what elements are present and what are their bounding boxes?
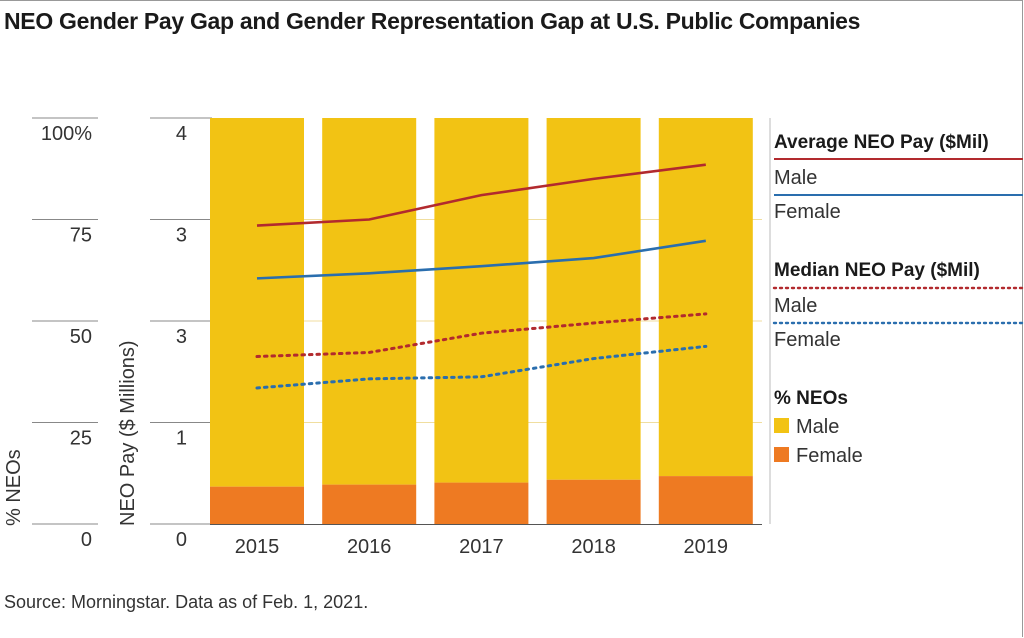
legend-header-pct: % NEOs [774, 388, 848, 409]
x-tick-label: 2018 [571, 536, 616, 558]
legend-label-median-female: Female [774, 329, 841, 351]
line-layer [255, 163, 708, 390]
bar-male-2018 [546, 118, 641, 480]
pay-tick-label: 4 [176, 123, 187, 145]
pay-tick-label: 0 [176, 529, 187, 551]
legend-layer: Average NEO Pay ($Mil) Male Female Median N… [772, 132, 1024, 467]
line-average-neo-pay-female [256, 239, 706, 280]
pay-axis-label: NEO Pay ($ Millions) [117, 340, 139, 526]
pct-tick-label: 75 [70, 225, 92, 247]
bar-layer [210, 118, 753, 524]
pct-axis-label: % NEOs [3, 449, 25, 526]
x-tick-label: 2019 [684, 536, 729, 558]
legend-header-median: Median NEO Pay ($Mil) [774, 260, 980, 281]
bar-female-2016 [322, 484, 417, 524]
legend-label-average-male: Male [774, 167, 817, 189]
pay-tick-label: 1 [176, 428, 187, 450]
pct-tick-label: 50 [70, 326, 92, 348]
bar-female-2018 [546, 479, 641, 524]
chart-title: NEO Gender Pay Gap and Gender Representa… [4, 8, 861, 34]
x-tick-label: 2015 [235, 536, 280, 558]
pay-tick-label: 3 [176, 326, 187, 348]
x-tick-label: 2017 [459, 536, 504, 558]
legend-label-average-female: Female [774, 201, 841, 223]
pay-tick-label: 3 [176, 225, 187, 247]
x-tick-label: 2016 [347, 536, 392, 558]
legend-label-pct-female: Female [796, 445, 863, 467]
bar-female-2015 [210, 486, 304, 524]
bar-male-2017 [434, 118, 529, 483]
legend-label-median-male: Male [774, 295, 817, 317]
line-median-neo-pay-male [255, 312, 708, 359]
bar-female-2019 [658, 476, 753, 524]
source-note: Source: Morningstar. Data as of Feb. 1, … [4, 592, 369, 612]
pct-tick-label: 100% [41, 123, 92, 145]
pct-tick-label: 25 [70, 428, 92, 450]
bar-female-2017 [434, 482, 529, 524]
legend-header-average: Average NEO Pay ($Mil) [774, 132, 989, 153]
bar-male-2019 [658, 118, 753, 477]
legend-swatch-pct-male [774, 418, 789, 433]
legend-swatch-pct-female [774, 447, 789, 462]
line-median-neo-pay-female [255, 344, 708, 390]
pct-tick-label: 0 [81, 529, 92, 551]
bar-male-2016 [322, 118, 417, 485]
axis-layer: 2015 2016 2017 2018 2019 100% 75 50 25 0 4 3 3 1 0 % NE… [3, 118, 771, 558]
legend-label-pct-male: Male [796, 416, 839, 438]
line-average-neo-pay-male [256, 163, 706, 227]
bar-male-2015 [210, 118, 304, 487]
